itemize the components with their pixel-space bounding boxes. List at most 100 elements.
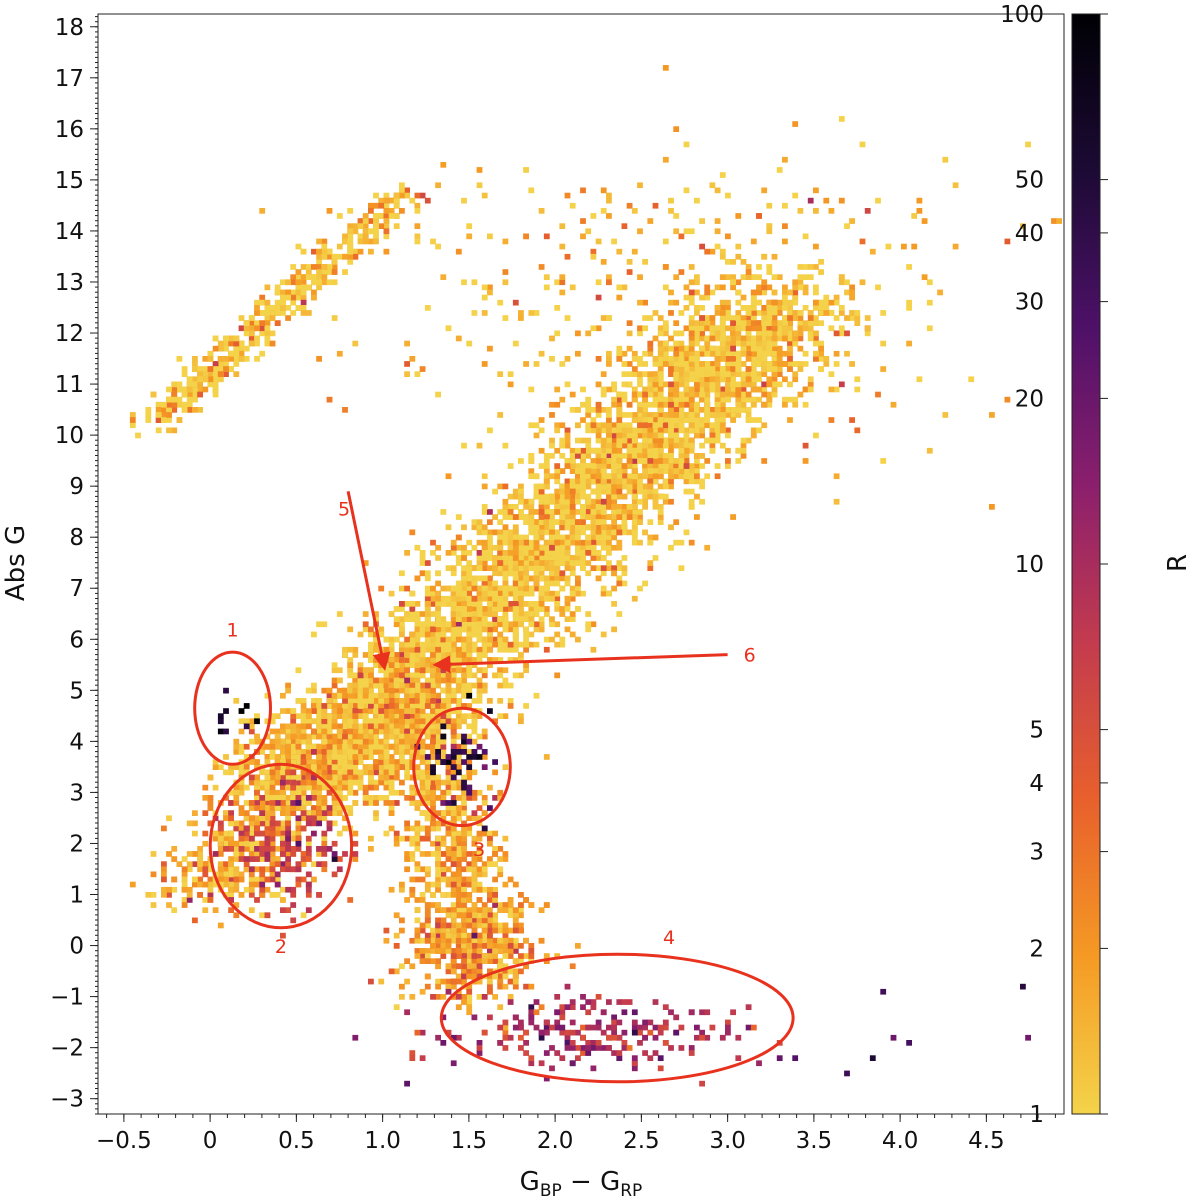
heatmap-cell — [450, 692, 457, 699]
heatmap-cell — [802, 284, 809, 291]
heatmap-cell — [331, 703, 338, 709]
heatmap-cell — [342, 754, 348, 760]
heatmap-cell — [637, 417, 643, 423]
heatmap-cell — [818, 310, 824, 316]
heatmap-cell — [740, 381, 747, 388]
heatmap-cell — [626, 432, 633, 439]
heatmap-cell — [533, 524, 540, 531]
heatmap-cell — [502, 601, 509, 607]
heatmap-cell — [564, 555, 571, 561]
heatmap-cell — [668, 544, 674, 551]
heatmap-cell — [274, 728, 281, 735]
heatmap-cell — [393, 789, 400, 796]
heatmap-cell — [409, 601, 416, 607]
heatmap-cell — [683, 427, 690, 434]
heatmap-cell — [818, 299, 824, 306]
heatmap-cell — [311, 687, 317, 694]
heatmap-cell — [543, 504, 550, 510]
heatmap-cell — [647, 478, 654, 485]
heatmap-cell — [347, 667, 354, 674]
heatmap-cell — [450, 759, 457, 765]
heatmap-cell — [518, 601, 524, 607]
heatmap-cell — [414, 672, 421, 679]
heatmap-cell — [523, 580, 529, 587]
heatmap-cell — [362, 560, 369, 566]
heatmap-cell — [621, 361, 628, 367]
heatmap-cell — [750, 417, 757, 423]
heatmap-cell — [368, 677, 374, 684]
heatmap-cell — [647, 473, 654, 480]
heatmap-cell — [575, 407, 581, 413]
heatmap-cell — [621, 555, 628, 561]
heatmap-cell — [476, 631, 483, 638]
heatmap-cell — [626, 473, 633, 480]
heatmap-cell — [683, 417, 690, 423]
heatmap-cell — [497, 636, 504, 643]
heatmap-cell — [580, 560, 586, 566]
heatmap-cell — [481, 539, 488, 546]
heatmap-cell — [362, 677, 369, 684]
heatmap-cell — [585, 463, 592, 469]
heatmap-cell — [326, 769, 333, 776]
heatmap-cell — [569, 447, 576, 454]
heatmap-cell — [383, 636, 390, 643]
heatmap-cell — [238, 728, 245, 735]
heatmap-cell — [699, 381, 705, 388]
heatmap-cell — [507, 590, 514, 597]
heatmap-cell — [404, 723, 410, 730]
heatmap-cell — [502, 524, 509, 531]
heatmap-cell — [756, 340, 762, 347]
heatmap-cell — [657, 493, 664, 500]
heatmap-cell — [466, 590, 473, 597]
heatmap-cell — [238, 718, 245, 725]
heatmap-cell — [606, 453, 612, 459]
heatmap-cell — [756, 350, 762, 357]
heatmap-cell — [652, 493, 659, 500]
heatmap-cell — [554, 590, 561, 597]
heatmap-cell — [647, 376, 654, 383]
heatmap-cell — [409, 662, 416, 668]
heatmap-cell — [554, 621, 561, 628]
heatmap-cell — [652, 412, 659, 418]
heatmap-cell — [823, 356, 830, 362]
heatmap-cell — [694, 340, 700, 347]
heatmap-cell — [725, 432, 731, 439]
heatmap-cell — [725, 447, 731, 454]
heatmap-cell — [662, 453, 669, 459]
heatmap-cell — [528, 544, 535, 551]
heatmap-cell — [564, 595, 571, 602]
heatmap-cell — [818, 350, 824, 357]
heatmap-cell — [761, 325, 768, 332]
heatmap-cell — [673, 361, 680, 367]
heatmap-cell — [388, 723, 395, 730]
heatmap-cell — [621, 350, 628, 357]
heatmap-cell — [476, 575, 483, 582]
heatmap-cell — [740, 437, 747, 444]
heatmap-cell — [564, 437, 571, 444]
heatmap-cell — [792, 371, 799, 377]
heatmap-cell — [668, 345, 674, 352]
heatmap-cell — [802, 305, 809, 311]
heatmap-cell — [559, 483, 566, 490]
heatmap-cell — [575, 453, 581, 459]
heatmap-cell — [409, 703, 416, 709]
heatmap-cell — [657, 361, 664, 367]
heatmap-cell — [631, 488, 638, 495]
heatmap-cell — [600, 427, 607, 434]
heatmap-cell — [285, 764, 291, 770]
heatmap-cell — [673, 468, 680, 474]
heatmap-cell — [481, 555, 488, 561]
heatmap-cell — [683, 325, 690, 332]
heatmap-cell — [352, 769, 359, 776]
heatmap-cell — [714, 325, 721, 332]
heatmap-cell — [311, 733, 317, 740]
heatmap-cell — [430, 779, 436, 786]
heatmap-cell — [316, 718, 322, 725]
heatmap-cell — [512, 657, 519, 663]
heatmap-cell — [626, 458, 633, 464]
heatmap-cell — [430, 539, 436, 546]
heatmap-cell — [699, 386, 705, 393]
heatmap-cell — [647, 447, 654, 454]
heatmap-cell — [430, 641, 436, 648]
heatmap-cell — [683, 442, 690, 449]
